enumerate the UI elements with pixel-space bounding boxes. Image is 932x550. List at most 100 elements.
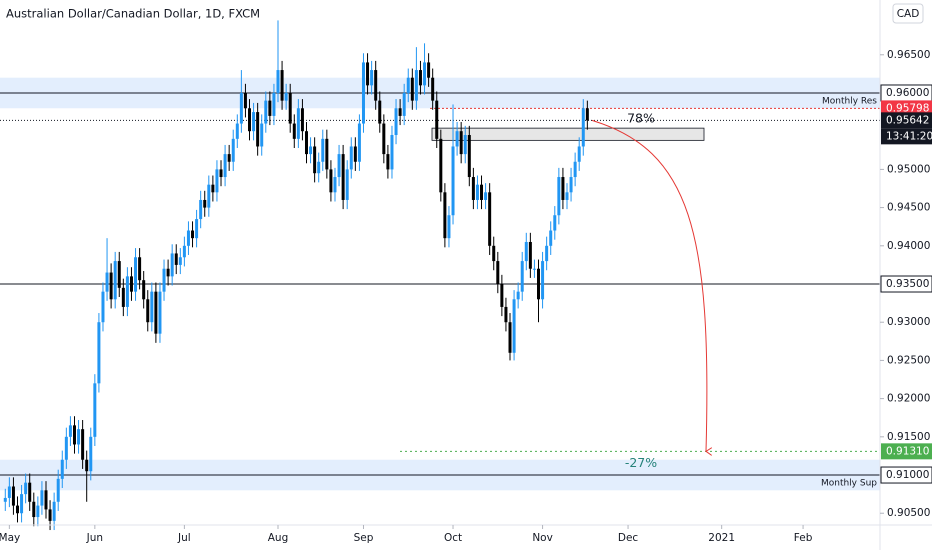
candle-body	[72, 425, 76, 445]
countdown-tag-label: 13:41:20	[886, 130, 932, 142]
candle-body	[24, 482, 28, 495]
zone-box	[431, 127, 705, 141]
candle-body	[272, 92, 276, 116]
y-tick-label: 0.96500	[887, 49, 930, 61]
candle-body	[471, 177, 475, 200]
candle-body	[573, 161, 577, 178]
candle-body	[97, 322, 101, 384]
candle-body	[81, 429, 85, 460]
candle-body	[20, 494, 24, 514]
candle-body	[443, 192, 447, 239]
candle-body	[386, 154, 390, 170]
level-text: Monthly Sup	[821, 479, 877, 489]
candle-body	[325, 138, 329, 170]
candle-body	[125, 276, 129, 307]
candle-body	[447, 215, 451, 239]
candle-body	[366, 62, 370, 86]
candle-body	[89, 436, 93, 472]
x-tick-label: Dec	[618, 532, 639, 544]
candle-body	[134, 257, 138, 292]
candle-body	[288, 92, 292, 124]
candle-body	[390, 135, 394, 170]
candle-body	[248, 108, 252, 132]
candle-body	[337, 154, 341, 178]
x-tick-label: Jul	[177, 532, 191, 544]
candle-body	[370, 70, 374, 86]
candle-body	[292, 123, 296, 139]
candle-body	[541, 261, 545, 300]
candle-body	[349, 146, 353, 170]
y-tick-label: 0.91500	[887, 431, 930, 443]
x-tick-label: Feb	[794, 532, 813, 544]
candle-body	[129, 276, 133, 292]
candle-body	[504, 306, 508, 323]
candle-body	[16, 505, 20, 514]
candle-body	[361, 62, 365, 124]
axes: 0.96500 0.95000 0.94500 0.94000 0.93000 0.925…	[0, 49, 932, 544]
candle-body	[329, 169, 333, 193]
candle-body	[357, 123, 361, 162]
target-tag-label: 0.91310	[886, 445, 929, 457]
candle-body	[231, 138, 235, 162]
candle-body	[239, 92, 243, 124]
candle-body	[549, 230, 553, 246]
candle-body	[52, 501, 56, 521]
candle-body	[553, 215, 557, 231]
candle-body	[60, 459, 64, 479]
candle-body	[418, 70, 422, 86]
candle-body	[410, 77, 414, 101]
candle-body	[170, 253, 174, 277]
candle-body	[402, 92, 406, 116]
price-tag-label: 0.96000	[886, 87, 929, 99]
candle-body	[174, 253, 178, 265]
price-tag-label: 0.93500	[886, 278, 929, 290]
target-label: -27%	[625, 455, 657, 470]
candle-body	[264, 100, 268, 124]
candle-body	[36, 505, 40, 518]
candle-body	[162, 268, 166, 292]
candle-body	[537, 268, 541, 300]
candle-body	[317, 161, 321, 174]
candle-body	[211, 184, 215, 193]
candle-body	[109, 272, 113, 300]
price-tag	[880, 275, 932, 293]
candle-body	[333, 177, 337, 193]
y-tick-label: 0.92000	[887, 393, 930, 405]
candle-body	[40, 490, 44, 506]
candle-body	[394, 108, 398, 136]
candle-body	[280, 70, 284, 101]
candle-body	[475, 184, 479, 200]
currency-button[interactable]	[892, 3, 924, 24]
candle-body	[191, 230, 195, 239]
y-tick-label: 0.94000	[887, 240, 930, 252]
candle-body	[186, 230, 190, 246]
candle-body	[545, 245, 549, 262]
y-tick-label: 0.92500	[887, 354, 930, 366]
candle-body	[85, 459, 89, 472]
candle-body	[219, 169, 223, 178]
box-label: 78%	[627, 111, 655, 126]
candle-body	[309, 146, 313, 155]
last-price-tag	[881, 112, 932, 129]
candle-body	[117, 261, 121, 288]
candle-body	[439, 138, 443, 193]
candle-body	[516, 291, 520, 300]
candle-body	[524, 241, 528, 262]
plot-area: Monthly Res Monthly Sup 78% -27%	[0, 20, 880, 531]
candle-body	[581, 108, 585, 147]
candle-body	[484, 192, 488, 200]
x-tick-label: Sep	[354, 532, 374, 544]
currency-label[interactable]: CAD	[897, 8, 920, 20]
candle-body	[565, 192, 569, 200]
candle-body	[203, 199, 207, 208]
price-tag	[880, 466, 932, 484]
candle-body	[427, 62, 431, 78]
y-tick-label: 0.90500	[887, 507, 930, 519]
candle-body	[56, 478, 60, 502]
candle-body	[304, 131, 308, 155]
candle-body	[313, 146, 317, 174]
candle-body	[500, 284, 504, 307]
candle-body	[182, 245, 186, 258]
target-tag	[881, 443, 932, 460]
candle-body	[227, 154, 231, 162]
